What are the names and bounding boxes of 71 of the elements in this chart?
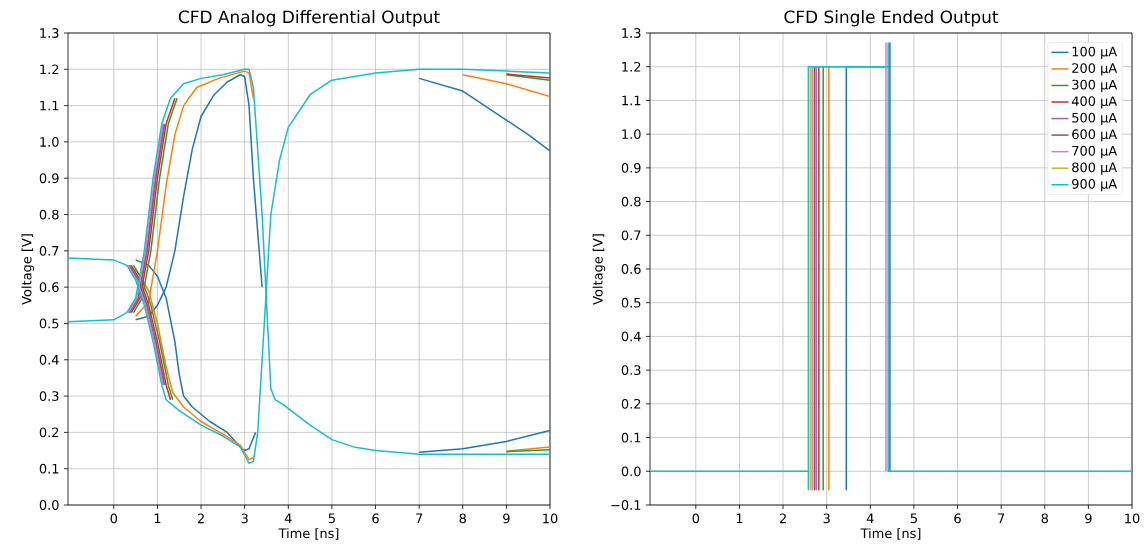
legend-label: 400 µA	[1071, 96, 1118, 109]
x-tick-label: 9	[1085, 513, 1092, 524]
legend-label: 600 µA	[1072, 129, 1118, 142]
y-tick-label: 1.1	[622, 95, 641, 106]
y-tick-label: 1.3	[40, 28, 59, 38]
y-tick-label: 0.8	[621, 196, 641, 207]
y-tick-label: 0.5	[39, 318, 59, 329]
legend-label: 200 µA	[1072, 63, 1118, 76]
y-axis-title: Voltage [V]	[21, 234, 35, 305]
y-tick-label: 0.0	[39, 500, 59, 510]
x-tick-label: 5	[910, 513, 917, 524]
y-tick-label: 0.9	[39, 173, 59, 184]
legend-label: 800 µA	[1072, 162, 1118, 175]
y-tick-label: 0.7	[621, 230, 641, 241]
x-axis-title: Time [ns]	[860, 528, 921, 540]
y-tick-label: 0.4	[621, 331, 641, 342]
line-series	[418, 429, 551, 454]
legend-label: 300 µA	[1072, 79, 1118, 92]
x-tick-label: 4	[284, 513, 292, 523]
y-tick-label: 0.1	[621, 432, 641, 443]
y-tick-label: 0.1	[39, 463, 59, 474]
y-tick-label: 0.3	[39, 391, 59, 401]
line-series	[811, 42, 887, 491]
x-tick-label: 6	[372, 513, 379, 524]
legend-label: 700 µA	[1072, 145, 1118, 159]
y-tick-label: 1.0	[40, 137, 59, 147]
x-tick-label: 4	[866, 513, 874, 523]
y-tick-label: 0.8	[39, 209, 59, 220]
y-tick-label: 1.2	[622, 61, 641, 72]
chart-title: CFD Single Ended Output	[784, 10, 999, 27]
x-tick-label: 8	[459, 513, 467, 524]
line-series	[845, 42, 891, 491]
y-tick-label: 0.2	[621, 398, 641, 409]
x-tick-label: 5	[328, 513, 335, 524]
x-tick-label: 3	[823, 513, 830, 524]
legend-label: 100 µA	[1072, 46, 1118, 59]
x-tick-label: 10	[543, 513, 558, 524]
x-tick-label: 1	[154, 513, 161, 523]
line-series	[418, 77, 551, 152]
x-tick-label: 7	[998, 513, 1005, 523]
y-tick-label: 0.2	[39, 427, 59, 438]
y-tick-label: −0.1	[611, 500, 641, 510]
x-tick-label: 8	[1041, 513, 1049, 524]
x-tick-label: 2	[779, 513, 786, 524]
y-tick-label: 1.3	[622, 28, 641, 38]
y-axis-title: Voltage [V]	[592, 234, 606, 305]
legend-label: 900 µA	[1072, 178, 1118, 192]
x-tick-label: 3	[241, 513, 248, 524]
x-tick-label: 10	[1125, 513, 1140, 524]
x-tick-label: 0	[110, 513, 118, 524]
x-axis-title: Time [ns]	[278, 528, 339, 540]
y-tick-label: 0.5	[621, 297, 641, 308]
y-tick-label: 0.4	[39, 354, 59, 365]
y-tick-label: 0.9	[621, 162, 641, 173]
y-tick-label: 1.2	[40, 64, 59, 75]
y-tick-label: 1.0	[622, 129, 641, 140]
y-tick-label: 0.6	[39, 282, 59, 293]
y-tick-label: 0.0	[621, 466, 641, 477]
y-tick-label: 0.7	[39, 245, 59, 256]
x-tick-label: 7	[416, 513, 423, 523]
line-series	[650, 42, 1133, 491]
x-tick-label: 9	[503, 513, 510, 524]
legend-label: 500 µA	[1072, 112, 1118, 126]
y-tick-label: 1.1	[40, 100, 59, 111]
x-tick-label: 1	[736, 513, 743, 523]
x-tick-label: 6	[954, 513, 961, 524]
y-tick-label: 0.6	[621, 264, 641, 274]
x-tick-label: 2	[197, 513, 204, 524]
x-tick-label: 0	[692, 513, 700, 524]
chart-title: CFD Analog Differential Output	[178, 10, 440, 27]
y-tick-label: 0.3	[621, 365, 641, 376]
